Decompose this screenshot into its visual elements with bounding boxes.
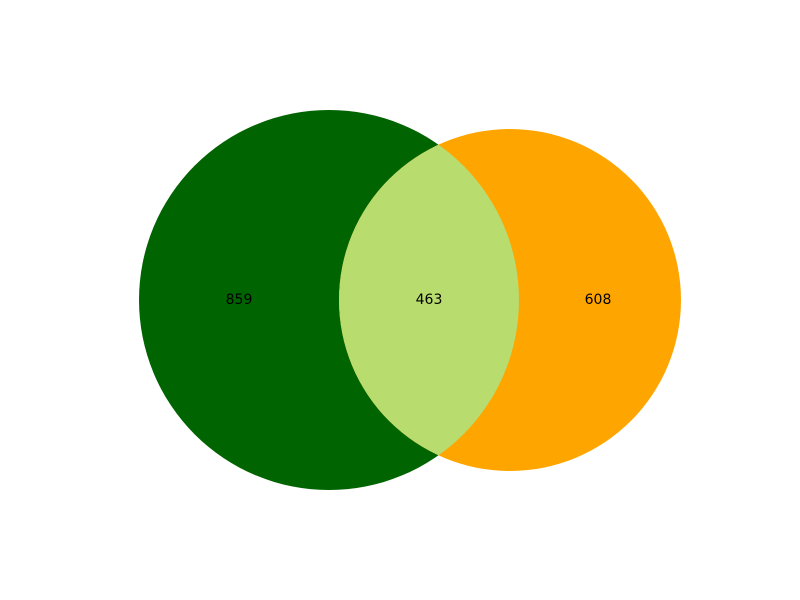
- intersection-label: 463: [416, 292, 443, 308]
- set-b-only-label: 608: [585, 292, 612, 308]
- intersection-region: [339, 129, 519, 471]
- set-a-only-label: 859: [226, 292, 253, 308]
